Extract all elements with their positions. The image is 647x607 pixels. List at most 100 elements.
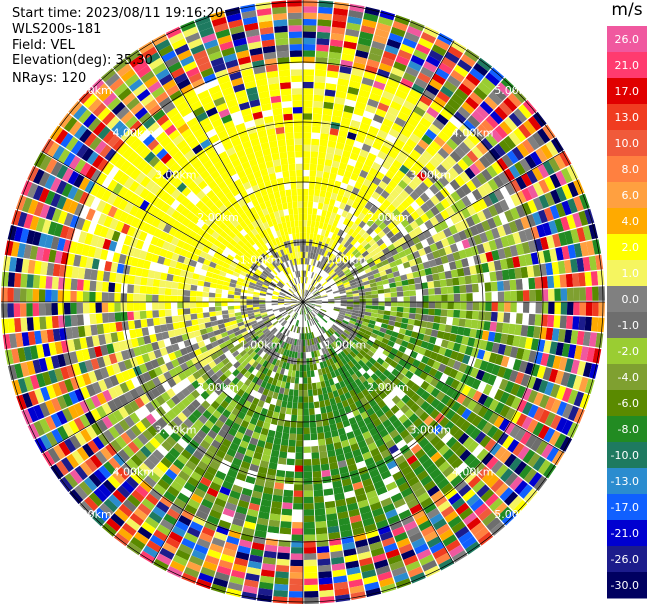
- gate-cell: [362, 380, 371, 389]
- gate-cell: [527, 199, 538, 214]
- gate-cell: [461, 195, 472, 207]
- gate-cell: [321, 317, 328, 323]
- gate-cell: [291, 351, 296, 358]
- gate-cell: [373, 80, 386, 91]
- gate-cell: [426, 236, 435, 246]
- gate-cell: [500, 235, 510, 248]
- gate-cell: [325, 83, 337, 91]
- gate-cell: [322, 223, 328, 231]
- gate-cell: [340, 307, 347, 311]
- gate-cell: [338, 326, 346, 332]
- gate-cell: [378, 302, 385, 306]
- gate-cell: [544, 176, 556, 191]
- gate-cell: [332, 390, 340, 398]
- gate-cell: [324, 89, 336, 97]
- gate-cell: [308, 395, 314, 403]
- gate-cell: [250, 548, 264, 557]
- gate-cell: [426, 106, 439, 119]
- gate-cell: [32, 316, 41, 331]
- gate-cell: [532, 456, 546, 472]
- gate-cell: [303, 0, 318, 7]
- gate-cell: [395, 245, 404, 253]
- gate-cell: [308, 245, 312, 253]
- gate-cell: [506, 257, 515, 269]
- gate-cell: [361, 207, 370, 216]
- gate-cell: [266, 409, 274, 418]
- gate-cell: [316, 426, 324, 434]
- gate-cell: [331, 556, 345, 565]
- gate-cell: [172, 322, 180, 330]
- gate-cell: [398, 543, 413, 555]
- gate-cell: [265, 474, 276, 483]
- gate-cell: [337, 352, 344, 360]
- gate-cell: [146, 310, 153, 319]
- gate-cell: [310, 258, 315, 266]
- gate-cell: [370, 222, 379, 231]
- gate-cell: [449, 243, 459, 253]
- gate-cell: [532, 211, 542, 226]
- gate-cell: [298, 396, 303, 403]
- gate-cell: [297, 352, 301, 359]
- gate-cell: [570, 258, 579, 273]
- gate-cell: [270, 417, 279, 426]
- gate-cell: [316, 322, 322, 329]
- gate-cell: [177, 302, 184, 309]
- gate-cell: [301, 327, 303, 334]
- gate-cell: [348, 206, 357, 215]
- gate-cell: [337, 315, 345, 320]
- gate-cell: [344, 98, 356, 108]
- gate-cell: [324, 159, 333, 167]
- gate-cell: [352, 348, 360, 356]
- gate-cell: [423, 349, 433, 358]
- gate-cell: [268, 462, 278, 470]
- gate-cell: [421, 314, 429, 322]
- gate-cell: [310, 427, 317, 434]
- gate-cell: [312, 208, 318, 215]
- gate-cell: [342, 111, 353, 120]
- gate-cell: [325, 266, 331, 273]
- gate-cell: [480, 488, 495, 503]
- gate-cell: [477, 466, 490, 480]
- gate-cell: [251, 542, 265, 551]
- gate-cell: [450, 269, 459, 278]
- gate-cell: [512, 88, 527, 104]
- gate-cell: [308, 319, 312, 326]
- gate-cell: [424, 188, 435, 199]
- gate-cell: [467, 356, 477, 367]
- gate-cell: [400, 404, 410, 414]
- gate-cell: [312, 337, 317, 345]
- gate-cell: [303, 69, 315, 76]
- gate-cell: [441, 294, 448, 302]
- gate-cell: [299, 371, 303, 378]
- gate-cell: [82, 291, 90, 302]
- gate-cell: [324, 230, 330, 238]
- gate-cell: [414, 432, 426, 444]
- gate-cell: [523, 119, 537, 135]
- gate-cell: [514, 161, 526, 176]
- gate-cell: [458, 344, 468, 354]
- gate-cell: [311, 351, 315, 358]
- gate-cell: [425, 384, 435, 394]
- gate-cell: [524, 228, 534, 241]
- gate-cell: [20, 317, 28, 332]
- gate-cell: [358, 220, 366, 229]
- gate-cell: [369, 390, 379, 399]
- gate-cell: [395, 258, 403, 266]
- gate-cell: [319, 589, 334, 598]
- gate-cell: [370, 381, 379, 390]
- gate-cell: [512, 232, 522, 245]
- gate-cell: [326, 267, 333, 274]
- gate-cell: [317, 368, 323, 376]
- gate-cell: [459, 310, 467, 319]
- gate-cell: [275, 476, 285, 484]
- gate-cell: [361, 569, 377, 579]
- gate-cell: [272, 308, 280, 312]
- gate-cell: [350, 74, 363, 83]
- gate-cell: [461, 207, 471, 219]
- gate-cell: [379, 531, 394, 541]
- gate-cell: [494, 389, 505, 402]
- gate-cell: [343, 548, 357, 557]
- gate-cell: [189, 296, 197, 302]
- gate-cell: [312, 280, 317, 287]
- gate-cell: [300, 339, 303, 346]
